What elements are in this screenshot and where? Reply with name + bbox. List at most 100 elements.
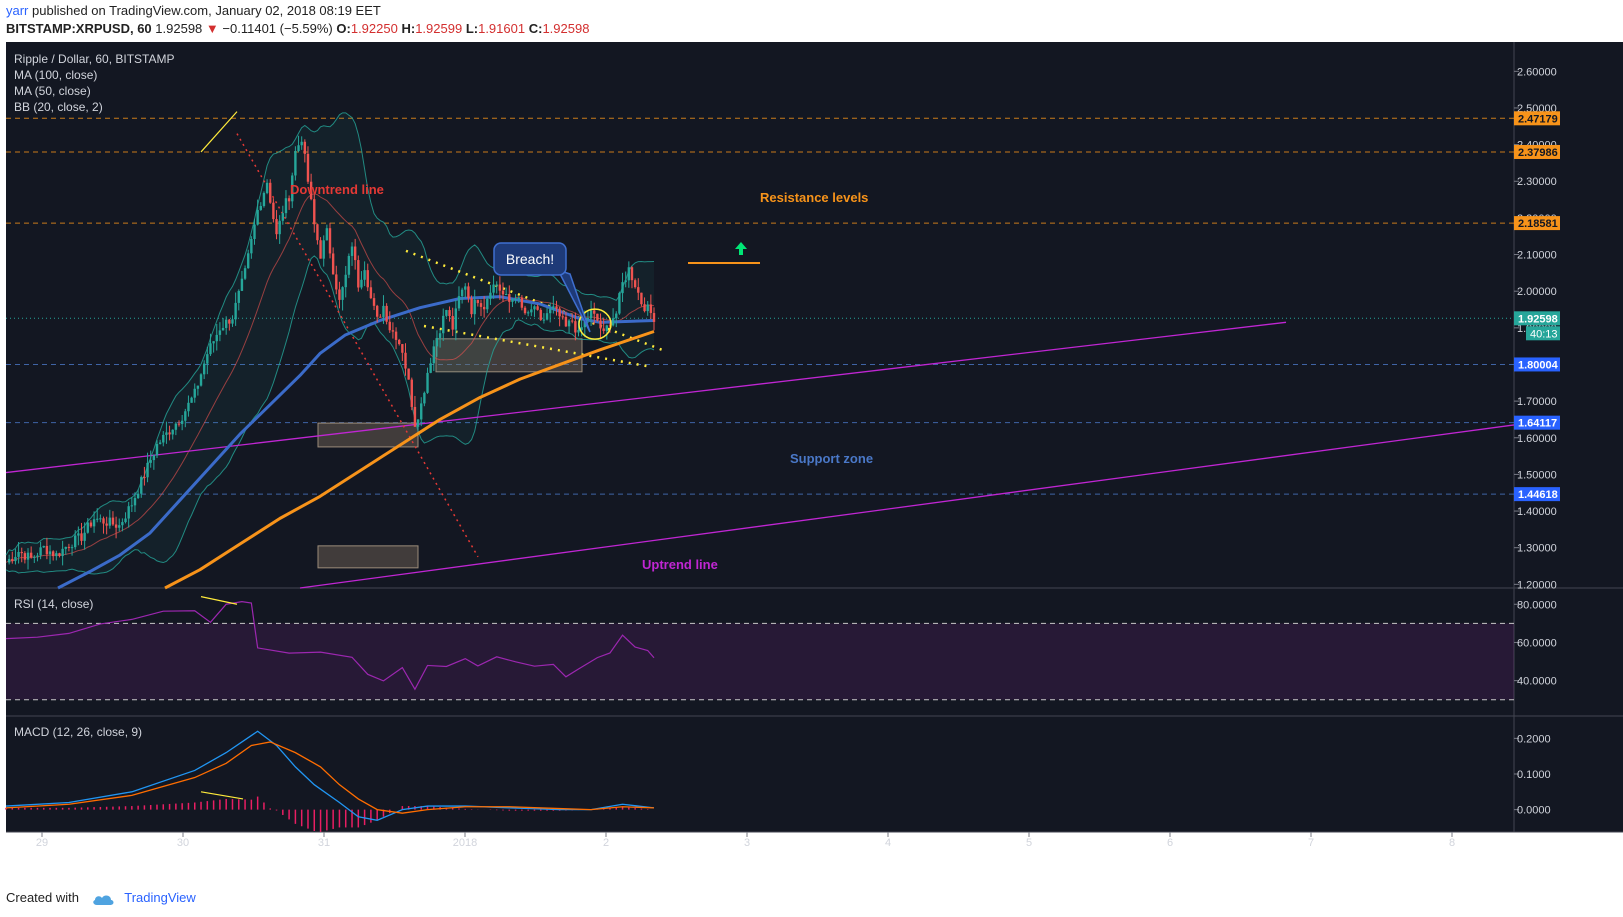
candle-body [209,343,212,355]
candle-body [520,297,524,308]
candle-body [331,253,335,275]
legend-ma50[interactable]: MA (50, close) [14,84,91,98]
candle-body [42,545,45,548]
candle-body [548,309,552,314]
candle-body [306,153,310,182]
candle-body [215,334,218,342]
time-tick-label: 2 [603,837,609,849]
rsi-tick-label: 80.0000 [1517,599,1557,611]
uptrend-line-lower [299,424,1515,589]
candle-body [180,420,184,424]
candle-body [605,325,609,331]
candle-body [627,267,631,281]
candle-body [482,306,486,310]
divergence-line-price [200,111,238,153]
rsi-label[interactable]: RSI (14, close) [14,597,93,611]
bollinger-basis-line [5,193,655,563]
bollinger-lower-line [5,255,655,575]
badge-support-3: 1.44618 [1518,489,1558,501]
candle-body [259,206,262,210]
candle-body [303,141,307,154]
candle-body [530,309,533,313]
candle-body [599,320,602,329]
close-label: C: [528,21,543,36]
candle-body [281,213,285,221]
price-tick-label: 1.50000 [1517,469,1557,481]
candle-body [391,330,395,332]
divergence-line-rsi [200,596,238,605]
candle-body [278,220,281,235]
candle-body [136,493,140,499]
candle-body [369,287,373,299]
price-tick-label: 1.70000 [1517,396,1557,408]
time-tick-label: 29 [36,837,48,849]
candle-body [360,279,363,288]
candle-body [300,141,303,146]
candle-body [523,307,527,314]
candle-body [379,316,382,318]
author-link[interactable]: yarr [6,3,29,18]
candle-body [243,268,247,279]
candle-body [202,363,206,375]
candle-body [231,319,234,324]
candle-body [586,318,590,320]
time-tick-label: 4 [885,837,891,849]
candle-body [649,304,653,314]
breach-label: Breach! [506,251,554,267]
candle-body [413,406,417,427]
candle-body [589,310,593,319]
candle-body [404,352,407,369]
rsi-tick-label: 40.0000 [1517,676,1557,688]
candle-body [388,321,391,331]
candle-body [328,228,332,254]
macd-line [5,730,655,821]
triangle-lower-line [423,324,649,368]
candle-body [319,240,322,259]
candle-body [630,267,634,281]
candle-body [187,402,190,412]
candle-body [196,385,200,389]
price-tick-label: 1.60000 [1517,433,1557,445]
time-tick-label: 31 [318,837,330,849]
time-tick-label: 6 [1167,837,1173,849]
candle-body [168,432,171,435]
candle-body [45,545,49,555]
candle-body [284,198,288,214]
tradingview-link[interactable]: TradingView [124,890,196,905]
candle-body [67,546,71,548]
candle-body [375,305,379,317]
candle-body [338,289,341,300]
candle-body [218,330,222,335]
symbol-label: BITSTAMP:XRPUSD, 60 [6,21,152,36]
candle-body [253,224,256,239]
chart-canvas[interactable]: 2.600002.500002.400002.300002.200002.100… [0,42,1623,888]
candle-body [454,308,458,330]
candle-body [445,310,448,316]
candle-body [363,270,366,280]
legend-ma100[interactable]: MA (100, close) [14,68,97,82]
low-label: L: [465,21,479,36]
open-value: 1.92250 [350,21,398,36]
candle-body [476,299,480,304]
candle-body [542,319,546,321]
candle-body [489,292,492,299]
legend-bb[interactable]: BB (20, close, 2) [14,100,103,114]
candle-body [20,551,23,554]
candle-body [504,294,508,296]
candle-body [602,328,605,331]
candle-body [473,299,476,315]
candle-body [451,316,454,330]
candle-body [89,522,93,527]
candle-body [564,316,568,327]
candle-body [146,462,149,478]
candle-body [83,532,86,541]
price-tick-label: 2.00000 [1517,286,1557,298]
candle-body [624,280,627,283]
macd-label[interactable]: MACD (12, 26, close, 9) [14,725,142,739]
candle-body [410,379,413,407]
candle-body [206,354,209,364]
open-label: O: [336,21,351,36]
candle-body [335,274,338,290]
candle-body [99,518,102,520]
candle-body [416,419,420,427]
